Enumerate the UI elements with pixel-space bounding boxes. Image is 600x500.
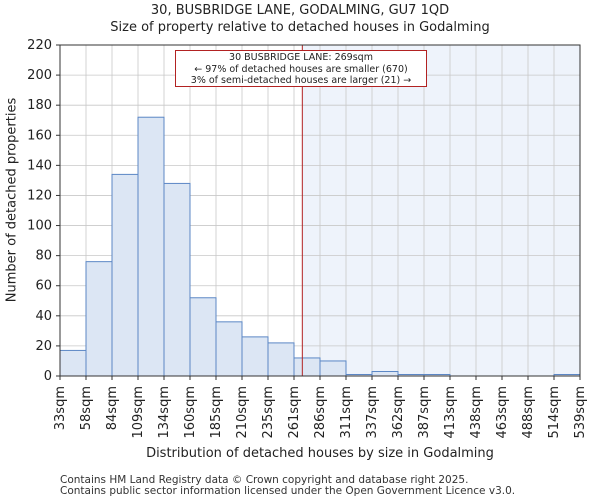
x-tick-label: 134sqm	[157, 386, 172, 439]
histogram-bar	[215, 321, 243, 377]
footer-licence: Contains public sector information licen…	[60, 485, 516, 497]
x-tick-label: 58sqm	[79, 386, 94, 430]
annotation-line-property: 30 BUSBRIDGE LANE: 269sqm	[229, 52, 373, 63]
histogram-bar	[319, 360, 347, 377]
histogram-bar	[189, 297, 217, 377]
x-tick-label: 387sqm	[417, 386, 432, 439]
x-tick-label: 261sqm	[287, 386, 302, 439]
y-tick-label: 100	[27, 219, 52, 234]
y-tick-label: 160	[27, 128, 52, 143]
x-tick-label: 438sqm	[469, 386, 484, 439]
larger-region-shade	[302, 45, 580, 376]
histogram-bar	[111, 173, 139, 377]
x-tick-label: 160sqm	[183, 386, 198, 439]
histogram-bar	[59, 349, 87, 377]
histogram-bar	[267, 342, 295, 377]
x-tick-label: 539sqm	[573, 386, 588, 439]
y-tick-label: 60	[35, 279, 52, 294]
x-tick-label: 463sqm	[495, 386, 510, 439]
y-tick-label: 140	[27, 158, 52, 173]
footer-copyright: Contains HM Land Registry data © Crown c…	[60, 474, 469, 486]
x-tick-label: 109sqm	[131, 386, 146, 439]
histogram-bar	[163, 182, 191, 377]
y-tick-label: 220	[27, 38, 52, 53]
histogram-bar	[371, 370, 399, 377]
y-axis-label: Number of detached properties	[4, 97, 20, 303]
y-tick-label: 20	[35, 339, 52, 354]
annotation-line-smaller: ← 97% of detached houses are smaller (67…	[194, 63, 408, 75]
y-tick-label: 80	[35, 249, 52, 264]
y-tick-label: 120	[27, 188, 52, 203]
x-tick-label: 413sqm	[443, 386, 458, 439]
x-tick-label: 488sqm	[521, 386, 536, 439]
y-tick-label: 0	[44, 369, 52, 384]
y-tick-label: 200	[27, 68, 52, 83]
x-tick-label: 33sqm	[53, 386, 68, 430]
chart-title: 30, BUSBRIDGE LANE, GODALMING, GU7 1QD	[150, 3, 450, 18]
x-tick-label: 235sqm	[261, 386, 276, 439]
y-tick-label: 40	[35, 309, 52, 324]
x-axis-label: Distribution of detached houses by size …	[146, 446, 494, 461]
histogram-bar	[137, 116, 165, 377]
histogram-bar	[85, 261, 113, 377]
x-tick-label: 185sqm	[209, 386, 224, 439]
property-annotation-box: 30 BUSBRIDGE LANE: 269sqm ← 97% of detac…	[175, 50, 427, 87]
histogram-bar	[241, 336, 269, 377]
x-tick-label: 362sqm	[391, 386, 406, 439]
x-tick-label: 337sqm	[365, 386, 380, 439]
x-tick-label: 84sqm	[105, 386, 120, 430]
x-tick-label: 311sqm	[339, 386, 354, 439]
x-tick-label: 514sqm	[547, 386, 562, 439]
y-tick-label: 180	[27, 98, 52, 113]
chart-subtitle: Size of property relative to detached ho…	[110, 20, 490, 35]
x-tick-label: 286sqm	[313, 386, 328, 439]
x-tick-label: 210sqm	[235, 386, 250, 439]
histogram-bar	[293, 357, 321, 377]
annotation-line-larger: 3% of semi-detached houses are larger (2…	[190, 75, 412, 86]
